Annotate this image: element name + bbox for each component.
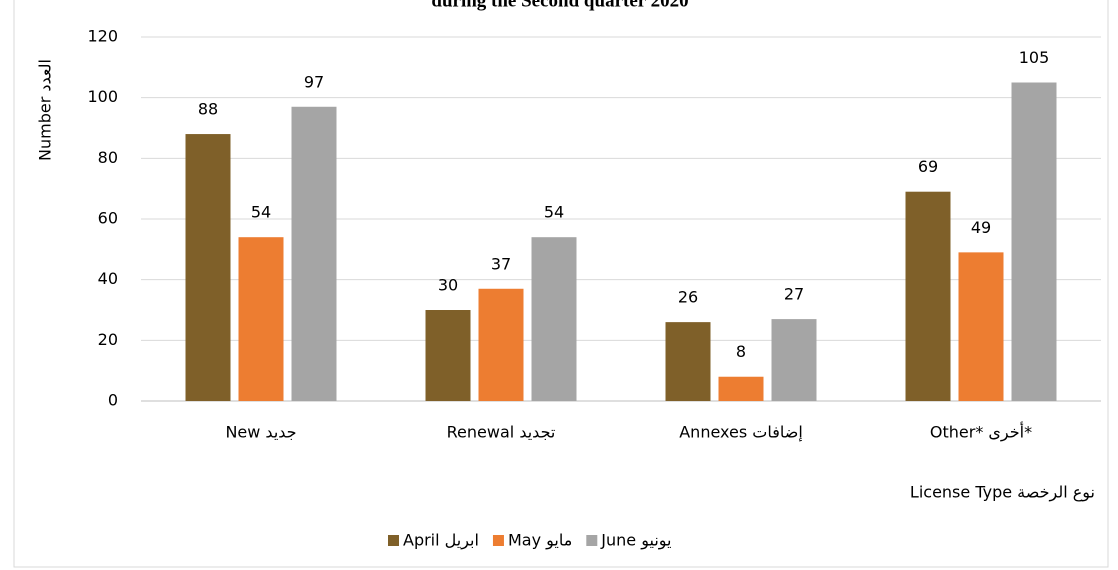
y-tick-label: 120 bbox=[87, 27, 118, 46]
y-tick-label: 20 bbox=[98, 330, 118, 349]
legend-swatch bbox=[492, 535, 504, 546]
chart-border bbox=[13, 0, 1109, 568]
legend-swatch bbox=[388, 535, 399, 546]
bar bbox=[531, 237, 577, 401]
y-axis-label: Number العدد bbox=[36, 59, 55, 161]
data-label: 30 bbox=[438, 276, 458, 295]
x-axis-label: License Type نوع الرخصة bbox=[910, 483, 1095, 503]
bar bbox=[478, 288, 524, 401]
bar bbox=[291, 106, 337, 402]
data-label: 49 bbox=[971, 218, 991, 237]
x-tick-label: Annexes إضافات bbox=[679, 423, 803, 442]
data-label: 97 bbox=[304, 72, 324, 91]
x-tick-label: New جديد bbox=[225, 423, 296, 442]
bar bbox=[425, 310, 471, 401]
legend-label: April ابريل bbox=[403, 531, 479, 551]
bar bbox=[238, 237, 284, 401]
data-label: 88 bbox=[198, 100, 218, 119]
data-label: 37 bbox=[491, 254, 511, 273]
data-label: 69 bbox=[918, 157, 938, 176]
data-label: 26 bbox=[678, 288, 698, 307]
legend-label: May مايو bbox=[508, 531, 572, 551]
y-tick-label: 60 bbox=[98, 209, 118, 228]
x-tick-label: Renewal تجديد bbox=[447, 423, 556, 442]
bar bbox=[1011, 82, 1057, 401]
bar bbox=[185, 134, 231, 402]
legend-swatch bbox=[586, 535, 598, 546]
bar bbox=[958, 252, 1004, 401]
x-tick-label: Other* أخرى* bbox=[930, 422, 1032, 443]
legend-label: June يونيو bbox=[600, 531, 671, 551]
bar bbox=[905, 191, 951, 401]
y-tick-label: 40 bbox=[98, 269, 118, 288]
data-label: 54 bbox=[544, 203, 564, 222]
y-tick-label: 80 bbox=[98, 148, 118, 167]
bar bbox=[665, 322, 711, 401]
bar bbox=[718, 376, 764, 401]
bar bbox=[771, 319, 817, 401]
y-tick-label: 100 bbox=[87, 87, 118, 106]
data-label: 54 bbox=[251, 203, 271, 222]
chart-title: during the Second quarter 2020 bbox=[431, 0, 688, 11]
data-label: 27 bbox=[784, 285, 804, 304]
y-tick-label: 0 bbox=[108, 391, 118, 410]
data-label: 105 bbox=[1019, 48, 1050, 67]
data-label: 8 bbox=[736, 342, 746, 361]
